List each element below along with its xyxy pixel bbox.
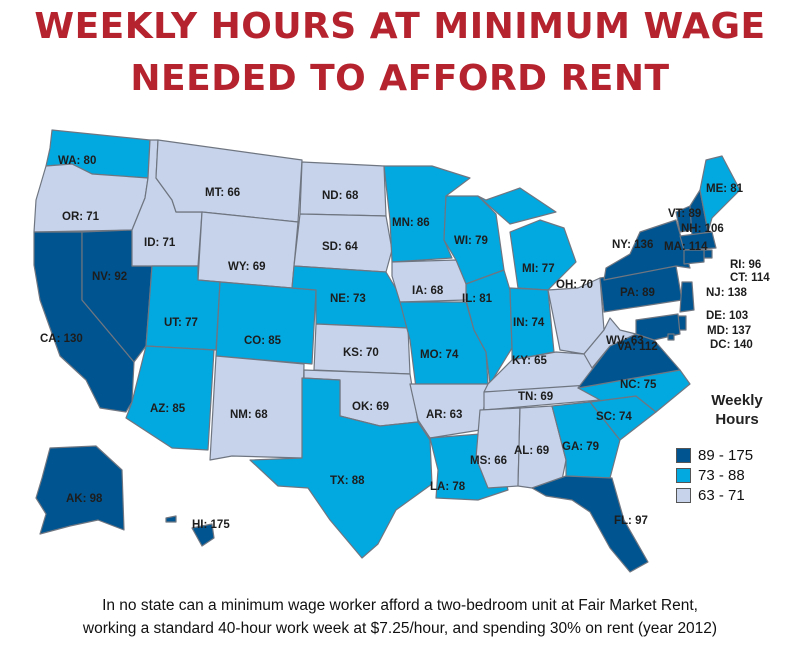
state-label-ky: KY: 65 (512, 355, 548, 367)
legend-label-mid: 73 - 88 (698, 466, 745, 484)
map-title-line-1: WEEKLY HOURS AT MINIMUM WAGE (34, 6, 766, 47)
state-ak (35, 445, 125, 535)
legend-swatch-low (676, 487, 691, 503)
state-label-id: ID: 71 (144, 237, 176, 249)
state-dc (667, 333, 675, 341)
state-ar (409, 383, 489, 439)
state-ct (683, 249, 705, 265)
state-label-hi: HI: 175 (192, 519, 230, 531)
state-label-mi: MI: 77 (522, 263, 555, 275)
state-label-ok: OK: 69 (352, 401, 389, 413)
state-label-ut: UT: 77 (164, 317, 198, 329)
state-label-co: CO: 85 (244, 335, 282, 347)
legend-label-high: 89 - 175 (698, 446, 754, 464)
state-label-ks: KS: 70 (343, 347, 379, 359)
state-label-ny: NY: 136 (612, 239, 653, 251)
legend-title-line-1: Weekly (711, 392, 763, 409)
legend-title-line-2: Hours (715, 411, 759, 428)
state-label-ga: GA: 79 (562, 441, 599, 453)
state-label-ne: NE: 73 (330, 293, 366, 305)
state-label-ia: IA: 68 (412, 285, 444, 297)
state-label-il: IL: 81 (462, 293, 493, 305)
state-mt (155, 139, 303, 223)
legend-swatch-high (676, 447, 691, 463)
state-label-wi: WI: 79 (454, 235, 488, 247)
state-fl (531, 475, 649, 573)
state-wy (197, 211, 299, 289)
state-label-ms: MS: 66 (470, 455, 507, 467)
state-label-in: IN: 74 (513, 317, 545, 329)
state-label-nc: NC: 75 (620, 379, 657, 391)
legend-item-mid: 73 - 88 (676, 466, 745, 484)
state-tx (249, 377, 433, 559)
state-label-pa: PA: 89 (620, 287, 655, 299)
state-label-tx: TX: 88 (330, 475, 365, 487)
state-label-ct: CT: 114 (730, 272, 770, 284)
state-ms (475, 407, 521, 489)
state-nc (577, 369, 691, 413)
state-label-ma: MA: 114 (664, 241, 708, 253)
state-label-dc: DC: 140 (710, 339, 753, 351)
state-label-mt: MT: 66 (205, 187, 240, 199)
state-label-sd: SD: 64 (322, 241, 358, 253)
state-label-wv: WV: 63 (606, 335, 644, 347)
state-label-wy: WY: 69 (228, 261, 266, 273)
state-ma (679, 231, 717, 251)
state-sd (293, 213, 393, 273)
state-az (125, 345, 215, 451)
state-label-fl: FL: 97 (614, 515, 648, 527)
state-label-de: DE: 103 (706, 310, 748, 322)
state-label-oh: OH: 70 (556, 279, 593, 291)
state-label-ak: AK: 98 (66, 493, 103, 505)
state-nm (209, 355, 305, 461)
state-label-va: VA: 112 (617, 341, 658, 353)
state-label-az: AZ: 85 (150, 403, 186, 415)
footnote-line-2: working a standard 40-hour work week at … (82, 620, 718, 637)
state-label-al: AL: 69 (514, 445, 549, 457)
state-label-wa: WA: 80 (58, 155, 96, 167)
state-wv (583, 317, 637, 369)
state-label-md: MD: 137 (707, 325, 751, 337)
state-label-mn: MN: 86 (392, 217, 430, 229)
state-label-ri: RI: 96 (730, 259, 761, 271)
footnote-line-1: In no state can a minimum wage worker af… (102, 597, 698, 614)
state-label-nh: NH: 106 (681, 223, 724, 235)
state-label-sc: SC: 74 (596, 411, 632, 423)
legend-item-low: 63 - 71 (676, 486, 745, 504)
state-label-ar: AR: 63 (426, 409, 462, 421)
map-title-line-2: NEEDED TO AFFORD RENT (130, 58, 670, 99)
state-co (215, 281, 317, 365)
state-label-nv: NV: 92 (92, 271, 127, 283)
state-label-ca: CA: 130 (40, 333, 83, 345)
state-hi (165, 515, 215, 547)
state-nj (679, 281, 695, 313)
legend-label-low: 63 - 71 (698, 486, 745, 504)
state-label-nj: NJ: 138 (706, 287, 748, 299)
state-nd (299, 161, 387, 217)
state-label-tn: TN: 69 (518, 391, 553, 403)
legend-item-high: 89 - 175 (676, 446, 753, 464)
state-label-or: OR: 71 (62, 211, 100, 223)
state-label-mo: MO: 74 (420, 349, 459, 361)
state-label-la: LA: 78 (430, 481, 466, 493)
state-label-me: ME: 81 (706, 183, 744, 195)
legend-swatch-mid (676, 467, 691, 483)
state-label-vt: VT: 89 (668, 208, 701, 220)
state-label-nm: NM: 68 (230, 409, 268, 421)
state-label-nd: ND: 68 (322, 190, 359, 202)
